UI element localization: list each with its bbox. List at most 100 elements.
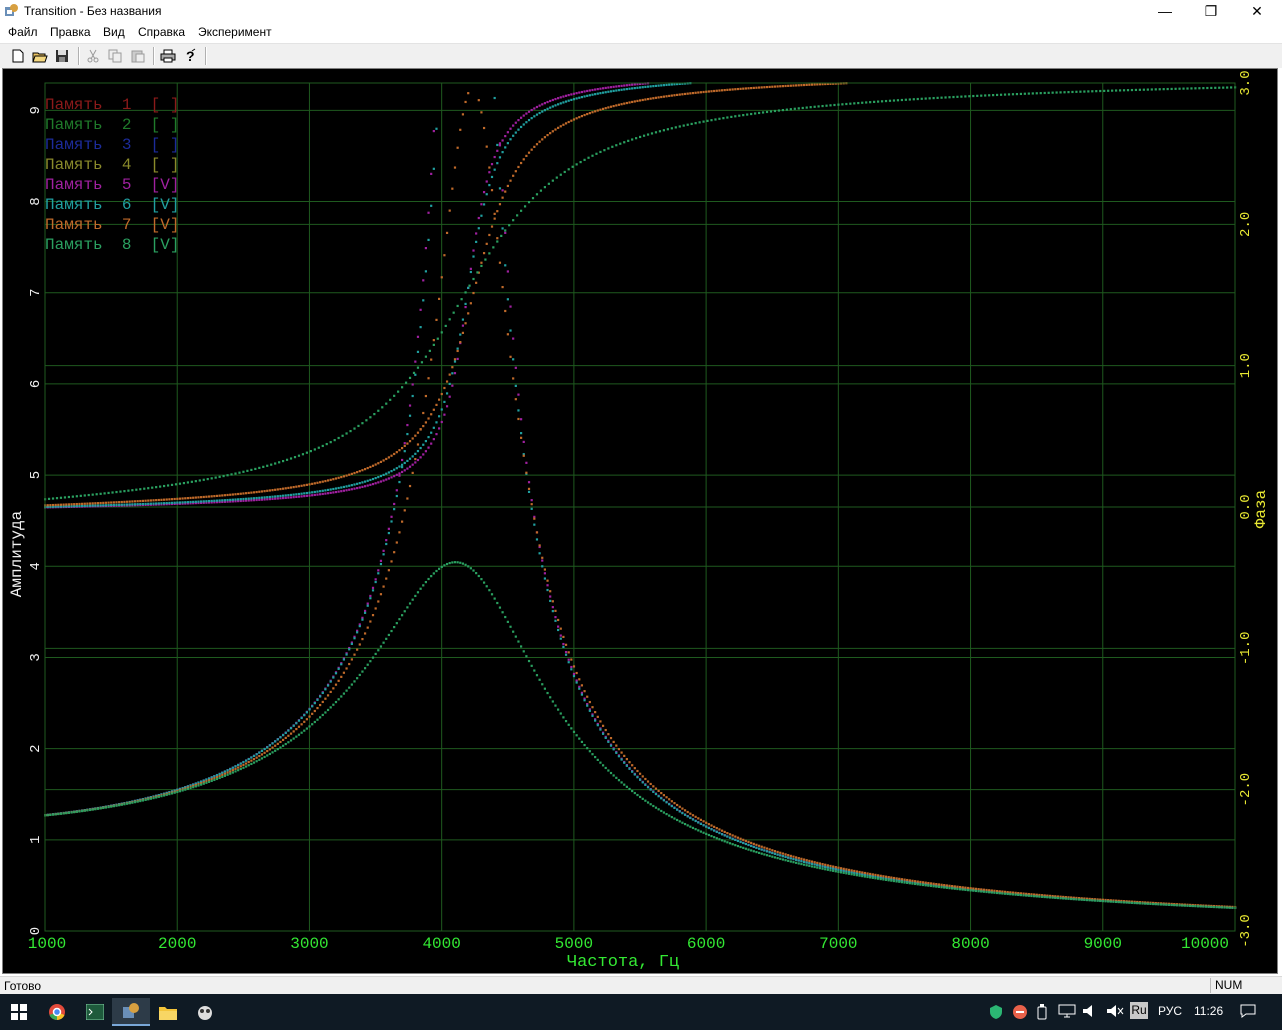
amplitude-point (929, 884, 933, 888)
tray-app-icon[interactable] (1012, 1004, 1028, 1023)
amplitude-point (1194, 905, 1197, 908)
phase-point (202, 500, 205, 503)
amplitude-point (1009, 891, 1012, 894)
menu-edit[interactable]: Правка (50, 25, 91, 39)
amplitude-point (411, 471, 414, 475)
amplitude-point (924, 883, 927, 886)
game-app-icon[interactable] (186, 998, 224, 1026)
transition-app-icon[interactable] (112, 998, 150, 1026)
amplitude-point (181, 789, 184, 792)
copy-icon[interactable] (106, 47, 124, 65)
amplitude-point (427, 377, 430, 380)
phase-point (152, 499, 155, 502)
cut-icon[interactable] (84, 47, 102, 65)
amplitude-point (826, 866, 829, 869)
legend-entry[interactable]: Память 6 [V] (45, 196, 179, 214)
menu-view[interactable]: Вид (103, 25, 125, 39)
phase-point (547, 182, 550, 185)
minimize-button[interactable]: — (1158, 3, 1172, 19)
phase-point (531, 197, 535, 200)
language-badge[interactable]: Ru (1130, 1002, 1148, 1019)
amplitude-point (932, 885, 935, 888)
maximize-button[interactable]: ❐ (1204, 2, 1218, 19)
amplitude-point (535, 538, 539, 541)
security-shield-icon[interactable] (988, 1004, 1004, 1023)
amplitude-point (509, 355, 512, 358)
open-folder-icon[interactable] (31, 47, 49, 65)
legend-entry[interactable]: Память 3 [ ] (45, 136, 179, 154)
phase-point (588, 89, 591, 92)
menu-help[interactable]: Справка (138, 25, 186, 39)
legend: Память 1 [ ] Память 2 [ ] Память 3 [ ] Памя… (45, 96, 179, 254)
phase-point (567, 120, 570, 124)
amplitude-point (139, 799, 142, 803)
phase-point (1134, 88, 1138, 92)
legend-entry[interactable]: Память 2 [ ] (45, 116, 179, 134)
phase-point (512, 134, 515, 137)
menu-experiment[interactable]: Эксперимент (198, 25, 272, 39)
phase-point (59, 496, 63, 499)
paste-icon[interactable] (129, 47, 147, 65)
amplitude-point (496, 143, 499, 147)
phase-point (192, 502, 195, 505)
legend-entry[interactable]: Память 1 [ ] (45, 96, 179, 114)
amplitude-point (1167, 903, 1171, 906)
phase-point (662, 84, 665, 87)
phase-point (580, 95, 584, 99)
phase-point (1107, 89, 1110, 92)
phase-point (311, 491, 314, 494)
network-icon[interactable] (1058, 1004, 1076, 1021)
chrome-icon[interactable] (38, 998, 76, 1026)
print-icon[interactable] (159, 47, 177, 65)
usb-device-icon[interactable] (1036, 1004, 1048, 1023)
phase-point (91, 502, 94, 505)
amplitude-point (723, 830, 726, 834)
menu-file[interactable]: Файл (8, 25, 38, 39)
phase-point (62, 503, 65, 506)
amplitude-point (210, 779, 213, 783)
clock[interactable]: 11:26 (1194, 1004, 1224, 1018)
amplitude-point (422, 411, 425, 415)
phase-point (252, 491, 256, 494)
amplitude-point (644, 799, 647, 802)
phase-point (736, 87, 740, 91)
windows-start-icon[interactable] (0, 998, 38, 1026)
phase-point (424, 355, 427, 358)
amplitude-point (234, 767, 237, 770)
close-button[interactable]: ✕ (1251, 2, 1263, 19)
phase-point (805, 106, 808, 109)
phase-point (173, 501, 176, 504)
amplitude-point (424, 394, 427, 398)
legend-entry[interactable]: Память 5 [V] (45, 176, 179, 194)
save-icon[interactable] (53, 47, 71, 65)
legend-entry[interactable]: Память 8 [V] (45, 236, 179, 254)
phase-point (612, 85, 615, 88)
terminal-icon[interactable] (76, 998, 114, 1026)
amplitude-point (676, 818, 679, 822)
phase-point (59, 503, 63, 506)
notifications-icon[interactable] (1240, 1004, 1256, 1021)
phase-point (250, 491, 253, 494)
phase-point (676, 82, 679, 86)
language-indicator[interactable]: РУС (1158, 1004, 1183, 1018)
amplitude-point (795, 858, 798, 861)
phase-point (535, 143, 539, 146)
speaker-icon[interactable] (1082, 1004, 1100, 1021)
help-icon[interactable]: ? (181, 47, 199, 65)
amplitude-point (1022, 892, 1025, 895)
amplitude-point (620, 751, 623, 754)
phase-point (936, 96, 939, 99)
phase-point (1051, 91, 1054, 94)
amplitude-point (572, 730, 576, 733)
phase-point (829, 104, 832, 107)
amplitude-point (834, 870, 837, 873)
legend-entry[interactable]: Память 4 [ ] (45, 156, 179, 174)
legend-entry[interactable]: Память 7 [V] (45, 216, 179, 234)
phase-point (46, 505, 49, 508)
amplitude-point (334, 672, 338, 675)
file-explorer-icon[interactable] (149, 998, 187, 1026)
new-file-icon[interactable] (9, 47, 27, 65)
amplitude-point (668, 814, 671, 817)
volume-muted-icon[interactable] (1106, 1004, 1124, 1021)
amplitude-point (186, 786, 189, 789)
